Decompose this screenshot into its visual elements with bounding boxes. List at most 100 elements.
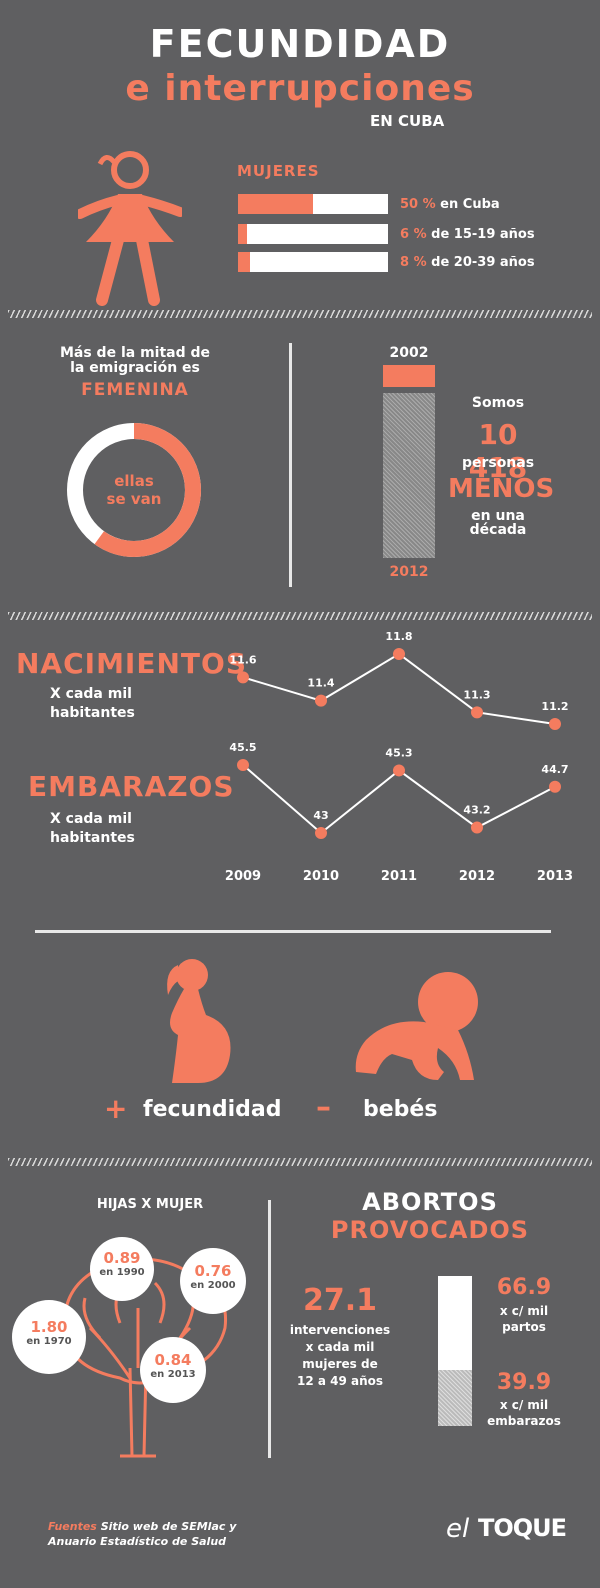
embarazos-abortion-value: 39.9 [496,1370,552,1395]
daughters-2013-year: en 2013 [150,1369,196,1380]
year-2002: 2002 [389,345,429,361]
population-2002-bar [383,365,435,387]
x-tick-label: 2009 [225,869,261,884]
sources-line2: Anuario Estadístico de Salud [48,1535,227,1548]
data-point [471,821,483,834]
daughters-2000-year: en 2000 [190,1280,236,1291]
data-point [393,648,405,660]
section-divider [268,1200,271,1458]
provocados-title: PROVOCADOS [330,1216,530,1244]
data-label: 11.2 [541,700,568,713]
data-point [315,827,327,839]
divider-hatch [8,1158,592,1166]
partos-value: 66.9 [496,1275,552,1300]
data-point [393,764,405,777]
en-una-text: en una [471,508,525,524]
title-line3: EN CUBA [370,112,445,130]
bebes-label: bebés [363,1097,438,1122]
minus-sign: – [316,1090,331,1125]
embarazos-abortion-l1: x c/ mil [499,1398,549,1412]
brand-toque: TOQUE [478,1514,567,1542]
data-point [237,759,249,771]
embarazos-abortion-l2: embarazos [487,1414,561,1428]
nacimientos-sub1: X cada mil [50,686,132,702]
donut-line2: se van [106,490,162,508]
emigration-line1: Más de la mitad de [59,345,211,361]
data-label: 11.8 [385,630,412,643]
menos-text: MENOS [448,474,555,504]
sources-line1: Fuentes Sitio web de SEMlac y [48,1520,236,1533]
daughters-2000-value: 0.76 [194,1262,232,1280]
data-label: 11.6 [229,653,256,666]
abortions-rate: 27.1 [302,1283,378,1318]
emigration-line2: la emigración es [70,360,200,376]
data-point [315,694,327,707]
women-bar-fill [238,252,250,272]
donut-female-share [67,423,201,557]
divider-hatch [8,310,592,318]
embarazos-title: EMBARAZOS [28,770,235,803]
daughters-title: HIJAS X MUJER [96,1197,204,1212]
x-tick-label: 2012 [459,869,495,884]
partos-l1: x c/ mil [499,1304,549,1318]
nacimientos-sub2: habitantes [50,705,135,721]
data-label: 45.3 [385,746,412,759]
daughters-2000: 0.76 en 2000 [180,1248,246,1314]
women-bar-label: 8 % de 20-39 años [400,255,535,270]
decada-text: década [469,522,527,538]
abortos-title: ABORTOS [362,1188,498,1216]
daughters-1990-value: 0.89 [103,1249,141,1267]
data-label: 43.2 [463,804,490,817]
data-point [549,780,561,793]
partos-l2: partos [502,1320,546,1334]
abortions-desc: intervenciones x cada mil mujeres de 12 … [284,1322,396,1390]
women-bar [238,224,388,244]
data-point [237,671,249,684]
daughters-1990-year: en 1990 [99,1267,145,1278]
women-label: MUJERES [237,162,320,180]
horizontal-divider [35,930,551,933]
data-label: 11.4 [307,677,334,690]
plus-sign: + [104,1092,128,1125]
daughters-1970: 1.80 en 1970 [12,1300,86,1374]
women-bar-fill [238,224,247,244]
population-2012-bar [383,393,435,558]
daughters-1990: 0.89 en 1990 [90,1237,154,1301]
x-tick-label: 2013 [537,869,573,884]
title-line1: FECUNDIDAD [149,22,451,66]
women-bar-pct: 8 % [400,255,427,270]
women-bar-pct: 50 % [400,197,436,212]
data-label: 44.7 [541,763,568,776]
sources-label: Fuentes [48,1520,97,1533]
fecundidad-label: fecundidad [143,1097,282,1122]
population-number: 10 418 [468,418,528,484]
title-line2: e interrupciones [125,68,475,109]
embarazos-sub1: X cada mil [50,811,132,827]
daughters-1970-year: en 1970 [26,1336,72,1347]
line-charts: 11.6 11.4 11.8 11.3 11.2 45.5 43 45.3 43.2 44.7 20… [225,630,573,884]
data-label: 43 [313,809,328,822]
abortions-bar-partos [438,1276,472,1370]
abortions-desc-2: x cada mil [305,1340,375,1354]
year-2012: 2012 [389,564,429,580]
x-tick-label: 2011 [381,869,417,884]
data-label: 45.5 [229,741,256,754]
divider-hatch [8,612,592,620]
abortions-desc-1: intervenciones [289,1323,391,1337]
section-divider [289,343,292,587]
data-label: 11.3 [463,688,490,701]
women-bar-label: 50 % en Cuba [400,197,500,212]
abortions-desc-4: 12 a 49 años [296,1374,384,1388]
emigration-donut [67,423,201,557]
daughters-2013-value: 0.84 [154,1351,192,1369]
somos-text: Somos [471,395,525,411]
women-bar [238,252,388,272]
emigration-highlight: FEMENINA [81,380,189,400]
woman-icon [78,151,182,306]
women-bar-fill [238,194,313,214]
data-point [471,706,483,719]
women-bar-pct: 6 % [400,227,427,242]
nacimientos-title: NACIMIENTOS [16,647,247,680]
embarazos-sub2: habitantes [50,830,135,846]
donut-line1: ellas [114,472,154,490]
